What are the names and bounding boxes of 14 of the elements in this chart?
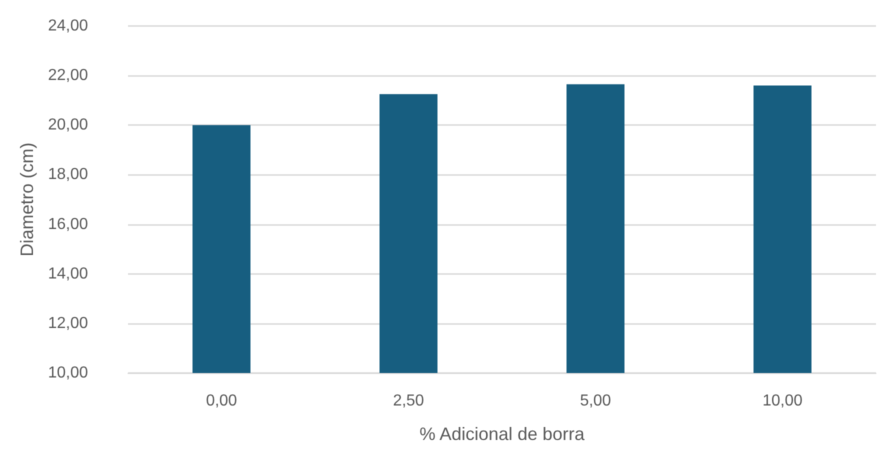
y-tick-label: 18,00 xyxy=(48,166,88,184)
x-tick-label: 0,00 xyxy=(206,392,238,410)
y-tick-label: 16,00 xyxy=(48,216,88,233)
y-axis-title: Diametro (cm) xyxy=(17,142,37,257)
y-tick-label: 22,00 xyxy=(48,67,88,84)
x-axis-title: % Adicional de borra xyxy=(419,424,586,444)
y-tick-label: 12,00 xyxy=(48,314,88,332)
y-tick-label: 10,00 xyxy=(48,364,88,382)
y-tick-label: 14,00 xyxy=(48,265,88,282)
x-tick-label: 5,00 xyxy=(580,392,612,410)
x-tick-label: 2,50 xyxy=(392,392,424,410)
y-tick-label: 24,00 xyxy=(48,18,88,34)
x-tick-label: 10,00 xyxy=(762,392,803,410)
y-tick-label: 20,00 xyxy=(48,116,88,134)
